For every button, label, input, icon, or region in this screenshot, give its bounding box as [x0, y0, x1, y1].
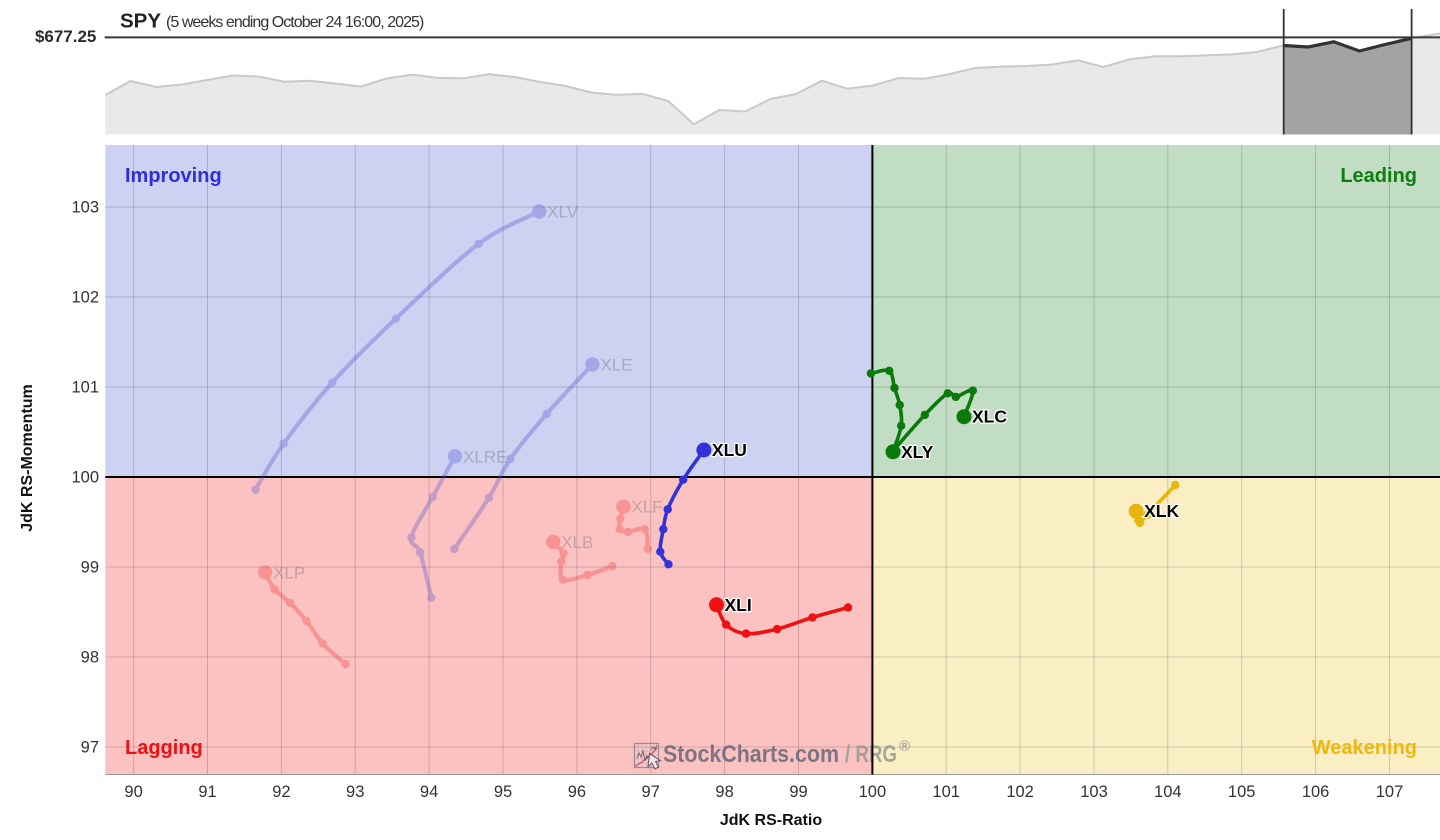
- svg-text:XLV: XLV: [547, 203, 579, 222]
- svg-text:(5 weeks ending October 24 16:: (5 weeks ending October 24 16:00, 2025): [166, 14, 424, 31]
- svg-text:100: 100: [859, 783, 887, 801]
- svg-text:95: 95: [494, 783, 512, 801]
- svg-text:Improving: Improving: [125, 165, 222, 187]
- svg-text:StockCharts.com: StockCharts.com: [663, 741, 839, 768]
- svg-text:$677.25: $677.25: [35, 27, 96, 46]
- svg-text:99: 99: [789, 783, 807, 801]
- svg-text:104: 104: [1154, 783, 1182, 801]
- svg-text:100: 100: [71, 469, 99, 487]
- svg-text:SPY: SPY: [120, 10, 161, 33]
- svg-text:XLP: XLP: [273, 563, 305, 582]
- svg-text:107: 107: [1376, 783, 1404, 801]
- svg-text:99: 99: [81, 559, 99, 577]
- svg-text:XLRE: XLRE: [463, 447, 507, 466]
- svg-text:97: 97: [81, 739, 99, 757]
- svg-text:Leading: Leading: [1340, 165, 1417, 187]
- svg-text:98: 98: [715, 783, 733, 801]
- svg-text:102: 102: [1006, 783, 1034, 801]
- svg-text:105: 105: [1228, 783, 1256, 801]
- svg-text:XLU: XLU: [712, 440, 747, 460]
- svg-text:103: 103: [1080, 783, 1108, 801]
- svg-text:98: 98: [81, 649, 99, 667]
- svg-text:96: 96: [568, 783, 586, 801]
- svg-text:Weakening: Weakening: [1312, 737, 1417, 759]
- svg-text:101: 101: [71, 379, 99, 397]
- svg-text:XLC: XLC: [972, 407, 1007, 427]
- svg-text:JdK RS-Ratio: JdK RS-Ratio: [720, 812, 822, 829]
- svg-text:90: 90: [124, 783, 142, 801]
- svg-text:XLY: XLY: [901, 442, 934, 462]
- svg-text:XLB: XLB: [561, 533, 593, 552]
- svg-text:XLF: XLF: [631, 498, 662, 517]
- svg-text:101: 101: [932, 783, 960, 801]
- svg-text:XLI: XLI: [725, 595, 752, 615]
- svg-text:Lagging: Lagging: [125, 737, 203, 759]
- svg-text:97: 97: [642, 783, 660, 801]
- svg-text:JdK RS-Momentum: JdK RS-Momentum: [19, 384, 36, 532]
- svg-text:106: 106: [1302, 783, 1330, 801]
- svg-text:102: 102: [71, 289, 99, 307]
- svg-text:/ RRG: / RRG: [845, 741, 897, 768]
- svg-text:92: 92: [272, 783, 290, 801]
- svg-text:103: 103: [71, 199, 99, 217]
- svg-text:91: 91: [198, 783, 216, 801]
- svg-text:®: ®: [899, 738, 910, 755]
- svg-text:XLK: XLK: [1144, 501, 1179, 521]
- svg-text:94: 94: [420, 783, 438, 801]
- svg-text:XLE: XLE: [600, 356, 632, 375]
- svg-text:93: 93: [346, 783, 364, 801]
